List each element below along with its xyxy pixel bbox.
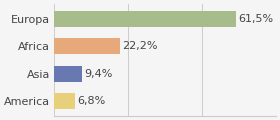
Text: 6,8%: 6,8% (77, 96, 105, 106)
Bar (54, 39, 120, 54)
Bar (54, 11, 236, 27)
Bar (54, 66, 82, 81)
Text: 9,4%: 9,4% (85, 69, 113, 79)
Bar (54, 93, 74, 109)
Text: 61,5%: 61,5% (238, 14, 274, 24)
Text: 22,2%: 22,2% (122, 41, 158, 51)
